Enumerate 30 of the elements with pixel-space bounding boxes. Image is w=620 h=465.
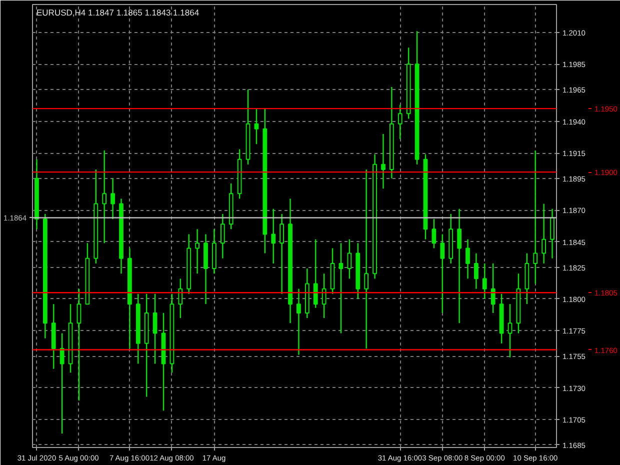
candlestick [466,238,470,280]
candlestick [322,273,326,319]
candlestick [533,150,538,284]
candlestick [508,303,512,358]
candlestick [490,262,496,314]
candlestick [313,238,318,308]
candlestick [398,104,402,140]
chart-title: EURUSD,H4 1.1847 1.1865 1.1843 1.1864 [36,8,200,18]
candlestick [280,213,284,295]
candlestick [110,178,115,220]
candlestick [457,208,462,324]
candlestick [178,278,183,319]
candlestick [195,228,200,274]
candlestick [482,262,487,300]
candlestick [271,208,276,264]
candlestick [364,168,369,350]
candlestick [102,150,107,244]
candlestick [432,218,436,249]
candlestick [296,288,301,356]
candlestick [542,203,546,264]
candlestick [76,288,82,402]
candlestick [60,332,64,434]
candlestick [152,293,158,364]
candlestick [381,133,386,190]
candlestick [254,108,259,145]
candlestick [474,252,478,290]
candlestick [220,213,225,259]
candlestick [347,238,352,280]
candlestick [440,234,445,314]
candlestick [338,242,344,334]
